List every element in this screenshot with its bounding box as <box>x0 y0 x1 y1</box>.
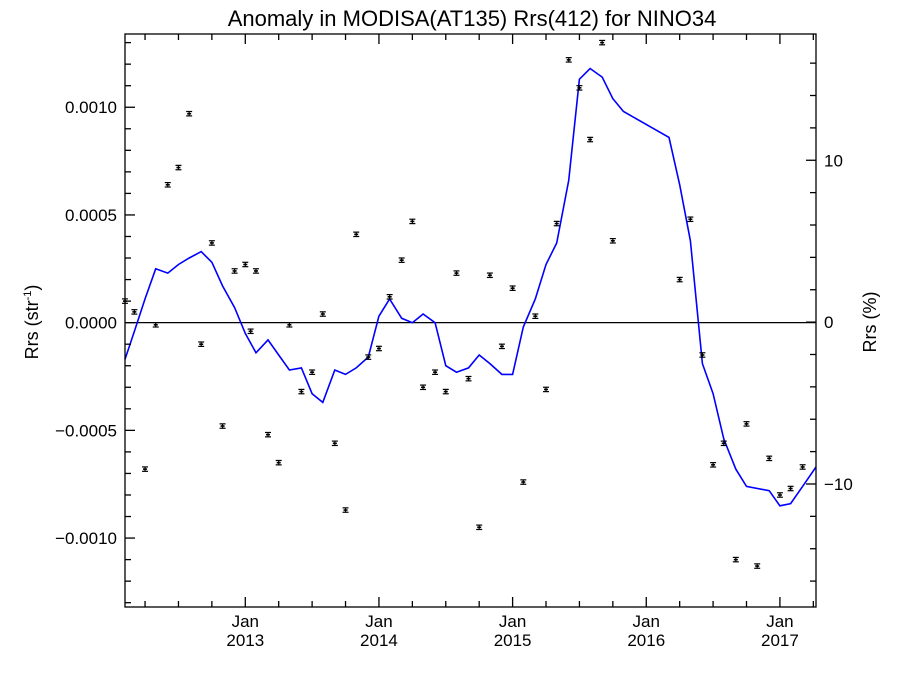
data-point <box>309 369 316 375</box>
data-point <box>198 341 205 347</box>
data-point <box>432 369 439 375</box>
data-point <box>365 354 372 360</box>
data-point <box>386 294 393 300</box>
y-left-tick-label: 0.0000 <box>65 314 117 333</box>
x-tick-label-year: 2017 <box>761 631 799 650</box>
data-point <box>453 270 460 276</box>
data-point <box>353 231 360 238</box>
data-point <box>732 556 739 563</box>
x-tick-label-year: 2013 <box>226 631 264 650</box>
data-point <box>231 268 238 274</box>
data-point <box>319 311 326 317</box>
data-point <box>599 39 606 46</box>
data-point <box>409 218 416 225</box>
line-series-layer <box>124 67 817 507</box>
axes-frame <box>124 33 817 608</box>
point-series-layer <box>122 39 806 569</box>
data-point <box>576 85 583 91</box>
data-point <box>342 507 349 513</box>
data-point <box>375 345 382 352</box>
data-point <box>766 455 773 462</box>
y-right-tick-label: −10 <box>824 475 853 494</box>
data-point <box>442 388 449 395</box>
data-point <box>609 237 616 244</box>
chart-title: Anomaly in MODISA(AT135) Rrs(412) for NI… <box>228 6 717 31</box>
data-point <box>252 268 259 274</box>
data-point <box>131 309 138 315</box>
data-point <box>532 313 539 319</box>
data-point <box>265 431 272 438</box>
data-point <box>553 220 560 227</box>
y-axis-left-ticks: 0.0010 0.0005 0.0000 −0.0005 −0.0010 <box>55 41 135 604</box>
data-point <box>676 276 683 283</box>
data-point <box>398 257 405 263</box>
data-point <box>420 384 427 391</box>
x-tick-label-month: Jan <box>232 612 259 631</box>
plot-area <box>122 39 817 569</box>
data-point <box>498 343 505 350</box>
data-point <box>247 328 254 335</box>
data-point <box>699 352 706 358</box>
data-point <box>587 136 594 143</box>
y-left-tick-label: 0.0010 <box>65 98 117 117</box>
data-point <box>743 421 750 427</box>
x-tick-label-month: Jan <box>365 612 392 631</box>
x-tick-label-month: Jan <box>499 612 526 631</box>
y-left-tick-label: −0.0005 <box>55 421 117 440</box>
data-point <box>465 375 472 382</box>
data-point <box>543 386 550 393</box>
data-point <box>687 216 694 223</box>
data-point <box>509 285 516 291</box>
data-point <box>476 524 483 531</box>
data-point <box>776 492 783 498</box>
data-point <box>520 479 527 485</box>
data-point <box>799 464 806 470</box>
data-point <box>164 181 171 188</box>
y-axis-right-label: Rrs (%) <box>860 292 880 353</box>
data-point <box>275 459 282 466</box>
data-point <box>710 462 717 468</box>
y-axis-right-ticks: 10 0 −10 <box>806 62 853 582</box>
data-point <box>787 485 794 492</box>
data-point <box>208 240 215 246</box>
x-tick-label-month: Jan <box>766 612 793 631</box>
data-point <box>219 423 226 429</box>
y-axis-left-label: Rrs (str-1) <box>22 285 42 360</box>
x-tick-label-year: 2016 <box>627 631 665 650</box>
line-series <box>124 67 817 507</box>
x-tick-label-month: Jan <box>633 612 660 631</box>
data-point <box>298 388 305 395</box>
data-point <box>754 563 761 569</box>
y-left-tick-label: −0.0010 <box>55 529 117 548</box>
data-point <box>331 440 338 447</box>
y-left-tick-label: 0.0005 <box>65 206 117 225</box>
data-point <box>152 322 159 328</box>
x-tick-label-year: 2014 <box>360 631 398 650</box>
data-point <box>720 440 727 447</box>
data-point <box>565 57 572 63</box>
x-tick-label-year: 2015 <box>494 631 532 650</box>
data-point <box>286 322 293 328</box>
data-point <box>186 110 193 117</box>
data-point <box>242 261 249 268</box>
data-point <box>175 164 182 171</box>
y-right-tick-label: 10 <box>824 151 843 170</box>
data-point <box>142 466 149 472</box>
data-point <box>486 272 493 279</box>
y-right-tick-label: 0 <box>824 313 833 332</box>
